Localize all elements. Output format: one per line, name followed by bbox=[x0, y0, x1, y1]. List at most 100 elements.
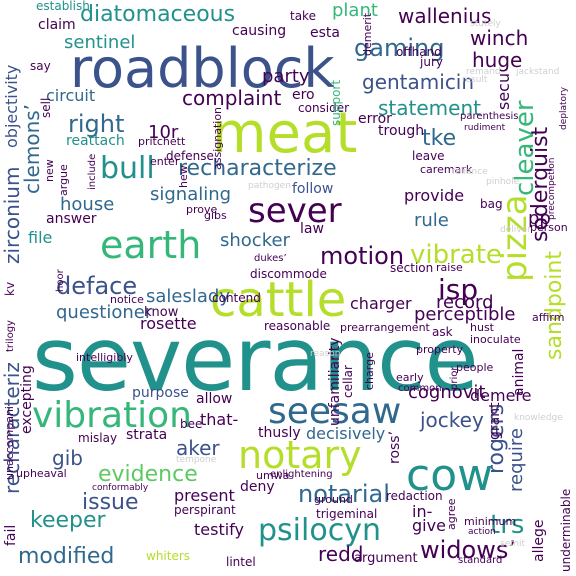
word-hew: hew bbox=[177, 165, 190, 188]
word-deliver: deliver bbox=[500, 225, 531, 235]
word-law: law bbox=[300, 221, 324, 237]
word-thusly: thusly bbox=[258, 425, 301, 441]
word-know: know bbox=[144, 305, 179, 320]
word-psilocyn: psilocyn bbox=[258, 513, 381, 548]
word-new: new bbox=[43, 159, 56, 182]
word-hoor: hoor bbox=[55, 269, 66, 292]
word-redaction: redaction bbox=[386, 489, 443, 503]
word-dukes: dukes’ bbox=[254, 253, 287, 264]
word-contend: contend bbox=[212, 291, 261, 305]
word-vibrate: vibrate bbox=[410, 240, 502, 270]
word-person: person bbox=[530, 221, 568, 234]
word-complaint: complaint bbox=[182, 86, 282, 110]
word-evidence: evidence bbox=[98, 462, 198, 487]
word-pritchett: pritchett bbox=[138, 135, 186, 148]
word-upheaval: upheaval bbox=[16, 467, 67, 480]
word-right: right bbox=[68, 110, 125, 138]
word-say: say bbox=[30, 59, 51, 73]
word-hust: hust bbox=[470, 321, 494, 334]
word-cow: cow bbox=[406, 450, 494, 501]
word-notarial: notarial bbox=[298, 480, 390, 508]
word-gib: gib bbox=[52, 446, 83, 470]
word-give: give bbox=[412, 516, 446, 535]
word-whiters: whiters bbox=[146, 549, 191, 563]
word-underminable: underminable bbox=[559, 488, 573, 572]
word-reattach: reattach bbox=[66, 133, 125, 149]
word-provide: provide bbox=[404, 186, 465, 205]
word-argue: argue bbox=[57, 164, 70, 196]
word-sever: sever bbox=[248, 191, 342, 231]
word-sell: sell bbox=[39, 97, 53, 118]
word-caremark: caremark bbox=[420, 163, 473, 176]
word-pp: pp bbox=[528, 208, 551, 229]
word-gaming: gaming bbox=[354, 34, 445, 62]
word-bee: bee bbox=[180, 417, 203, 431]
word-charge: charge bbox=[363, 352, 376, 390]
word-semit: semit bbox=[500, 539, 526, 549]
word-jockey: jockey bbox=[420, 408, 484, 432]
word-pathogen: pathogen bbox=[248, 181, 291, 191]
word-deface: deface bbox=[56, 272, 138, 300]
word-error: error bbox=[358, 111, 392, 127]
word-file: file bbox=[28, 228, 53, 247]
word-seesaw: seesaw bbox=[268, 391, 402, 432]
word-questioner: questioner bbox=[56, 302, 153, 323]
word-section: section bbox=[390, 261, 434, 275]
word-agree: agree bbox=[445, 498, 458, 530]
word-tke: tke bbox=[422, 126, 457, 151]
word-parenthesis: parenthesis bbox=[460, 111, 519, 122]
word-common: common bbox=[398, 383, 442, 394]
word-precompetion: precompetion bbox=[547, 157, 557, 220]
word-perceptible: perceptible bbox=[414, 304, 516, 325]
word-result: result bbox=[462, 75, 488, 85]
word-perspirant: perspirant bbox=[174, 503, 236, 517]
word-motion: motion bbox=[320, 242, 405, 270]
word-claim: claim bbox=[38, 17, 76, 33]
word-bull: bull bbox=[100, 151, 155, 186]
word-early: early bbox=[396, 371, 424, 384]
word-enlightening: enlightening bbox=[270, 469, 333, 480]
word-enter: enter bbox=[150, 155, 180, 168]
word-plant: plant bbox=[332, 0, 378, 21]
word-charger: charger bbox=[350, 294, 412, 313]
word-present: present bbox=[174, 486, 235, 505]
word-party: party bbox=[262, 66, 310, 87]
word-discommode: discommode bbox=[250, 267, 327, 281]
word-excepting: excepting bbox=[19, 365, 35, 434]
word-issue: issue bbox=[82, 490, 139, 515]
word-bag: bag bbox=[480, 197, 503, 211]
word-roadblock: roadblock bbox=[70, 37, 335, 100]
word-gentamicin: gentamicin bbox=[362, 70, 475, 94]
word-statement: statement bbox=[378, 96, 481, 120]
word-widows: widows’ bbox=[420, 536, 516, 564]
word-pizza-v: pizza bbox=[495, 194, 535, 282]
word-trough: trough bbox=[378, 123, 425, 139]
word-deplatory: deplatory bbox=[559, 86, 569, 130]
word-remand: remand bbox=[466, 67, 501, 77]
word-cattle: cattle bbox=[210, 272, 347, 328]
word-rule: rule bbox=[414, 210, 449, 231]
word-leave: leave bbox=[412, 149, 445, 163]
word-modified: modified bbox=[18, 544, 115, 569]
word-trigeminal: trigeminal bbox=[316, 507, 378, 521]
word-unaccompanied: unaccompani bbox=[3, 406, 16, 480]
word-saleslady: saleslady bbox=[146, 286, 230, 307]
word-diatomaceous: diatomaceous bbox=[80, 2, 236, 27]
word-reason: reason bbox=[310, 349, 341, 359]
word-standard: standard bbox=[458, 555, 503, 566]
word-cognovit: cognovit bbox=[408, 382, 486, 403]
word-rosette: rosette bbox=[140, 314, 197, 333]
word-tempone: tempone bbox=[176, 455, 217, 465]
word-circuit: circuit bbox=[46, 86, 96, 105]
word-reasonable: reasonable bbox=[264, 319, 331, 333]
word-demere: demere bbox=[470, 386, 532, 405]
word-support: support bbox=[329, 79, 343, 126]
word-ground: ground bbox=[314, 493, 353, 506]
word-earth: earth bbox=[100, 223, 202, 267]
word-kv: kv bbox=[3, 281, 17, 296]
word-zirconium: zirconium bbox=[0, 166, 24, 264]
word-follow: follow bbox=[292, 181, 334, 197]
word-trilogy: trilogy bbox=[5, 320, 16, 352]
word-argument: argument bbox=[354, 551, 418, 566]
word-defense: defense bbox=[166, 149, 214, 163]
